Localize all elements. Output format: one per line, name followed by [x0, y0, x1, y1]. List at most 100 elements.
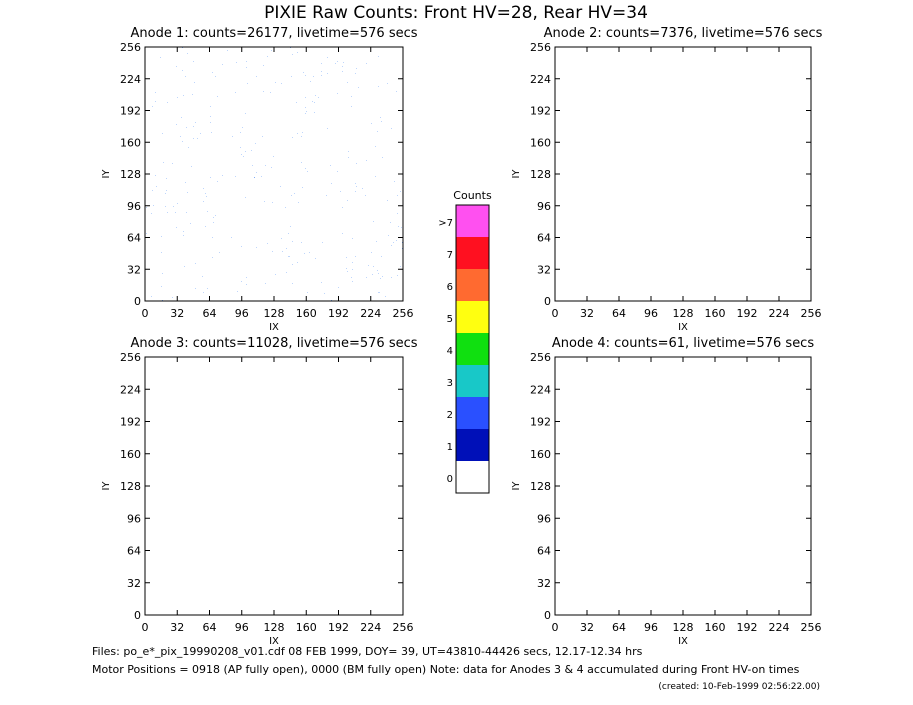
x-tick-label: 0 [142, 621, 149, 634]
x-tick-label: 160 [296, 307, 317, 320]
x-tick-label: 256 [801, 621, 822, 634]
x-tick-label: 192 [328, 307, 349, 320]
plot-frame [144, 356, 404, 616]
y-tick-label: 224 [120, 383, 141, 396]
y-tick-label: 32 [537, 577, 551, 590]
x-tick-label: 32 [580, 307, 594, 320]
x-tick-label: 64 [612, 621, 626, 634]
y-tick-label: 128 [530, 480, 551, 493]
x-tick-label: 64 [203, 307, 217, 320]
colorbar-box [456, 205, 489, 237]
colorbar-label: 1 [447, 442, 453, 453]
y-tick-label: 224 [120, 73, 141, 86]
y-tick-label: 64 [537, 232, 551, 245]
panel-title: Anode 4: counts=61, livetime=576 secs [552, 336, 814, 351]
x-tick-label: 192 [328, 621, 349, 634]
x-tick-label: 160 [705, 307, 726, 320]
colorbar-box [456, 333, 489, 365]
colorbar-box [456, 269, 489, 301]
x-tick-label: 128 [673, 621, 694, 634]
colorbar-label: 6 [447, 282, 453, 293]
y-tick-label: 0 [134, 295, 141, 308]
y-tick-label: 64 [127, 545, 141, 558]
pixel-image [145, 47, 403, 301]
panel-title: Anode 3: counts=11028, livetime=576 secs [130, 336, 417, 351]
y-axis-label: IY [101, 169, 112, 179]
y-axis-label: IY [511, 481, 522, 491]
colorbar-box [456, 365, 489, 397]
footer-created: (created: 10-Feb-1999 02:56:22.00) [658, 682, 820, 692]
y-tick-label: 96 [537, 200, 551, 213]
x-tick-label: 0 [552, 621, 559, 634]
x-axis-label: IX [269, 322, 279, 333]
x-tick-label: 64 [203, 621, 217, 634]
colorbar-label: 5 [447, 314, 453, 325]
y-tick-label: 128 [120, 168, 141, 181]
x-tick-label: 32 [170, 307, 184, 320]
x-tick-label: 128 [264, 307, 285, 320]
colorbar-label: >7 [438, 218, 453, 229]
y-tick-label: 0 [544, 609, 551, 622]
footer-note: Motor Positions = 0918 (AP fully open), … [92, 663, 800, 676]
footer-files: Files: po_e*_pix_19990208_v01.cdf 08 FEB… [92, 645, 643, 658]
y-tick-label: 160 [120, 448, 141, 461]
x-tick-label: 256 [393, 621, 414, 634]
y-tick-label: 256 [530, 41, 551, 54]
x-tick-label: 0 [142, 307, 149, 320]
y-tick-label: 32 [127, 263, 141, 276]
x-tick-label: 128 [673, 307, 694, 320]
x-tick-label: 224 [360, 307, 381, 320]
y-tick-label: 96 [127, 512, 141, 525]
y-tick-label: 32 [537, 263, 551, 276]
page-title: PIXIE Raw Counts: Front HV=28, Rear HV=3… [264, 3, 648, 23]
y-tick-label: 128 [530, 168, 551, 181]
y-tick-label: 256 [530, 351, 551, 364]
y-tick-label: 192 [120, 105, 141, 118]
y-axis-label: IY [101, 481, 112, 491]
x-axis-label: IX [678, 322, 688, 333]
x-tick-label: 96 [235, 307, 249, 320]
y-tick-label: 192 [530, 416, 551, 429]
x-tick-label: 160 [705, 621, 726, 634]
x-tick-label: 96 [235, 621, 249, 634]
y-tick-label: 160 [120, 136, 141, 149]
y-tick-label: 192 [120, 416, 141, 429]
colorbar-box [456, 429, 489, 461]
pixel-image [555, 47, 811, 301]
x-tick-label: 64 [612, 307, 626, 320]
x-tick-label: 128 [264, 621, 285, 634]
x-axis-label: IX [678, 636, 688, 647]
y-tick-label: 256 [120, 351, 141, 364]
y-tick-label: 96 [127, 200, 141, 213]
colorbar-frame [455, 204, 490, 494]
y-tick-label: 64 [537, 545, 551, 558]
y-tick-label: 224 [530, 383, 551, 396]
y-axis-label: IY [511, 169, 522, 179]
plot-frame [554, 356, 812, 616]
y-tick-label: 160 [530, 448, 551, 461]
x-tick-label: 224 [769, 621, 790, 634]
x-tick-label: 224 [360, 621, 381, 634]
colorbar-label: 2 [447, 410, 453, 421]
y-tick-label: 0 [134, 609, 141, 622]
x-tick-label: 256 [801, 307, 822, 320]
y-tick-label: 224 [530, 73, 551, 86]
colorbar-box [456, 237, 489, 269]
x-tick-label: 96 [644, 307, 658, 320]
colorbar-label: 4 [447, 346, 453, 357]
colorbar-title: Counts [453, 189, 492, 202]
x-tick-label: 192 [737, 307, 758, 320]
y-tick-label: 192 [530, 105, 551, 118]
x-tick-label: 224 [769, 307, 790, 320]
colorbar-label: 3 [447, 378, 453, 389]
y-tick-label: 256 [120, 41, 141, 54]
x-tick-label: 256 [393, 307, 414, 320]
x-tick-label: 32 [170, 621, 184, 634]
panel-title: Anode 2: counts=7376, livetime=576 secs [544, 26, 823, 41]
colorbar-box [456, 397, 489, 429]
colorbar-box [456, 301, 489, 333]
colorbar-box [456, 461, 489, 493]
y-tick-label: 64 [127, 232, 141, 245]
y-tick-label: 32 [127, 577, 141, 590]
